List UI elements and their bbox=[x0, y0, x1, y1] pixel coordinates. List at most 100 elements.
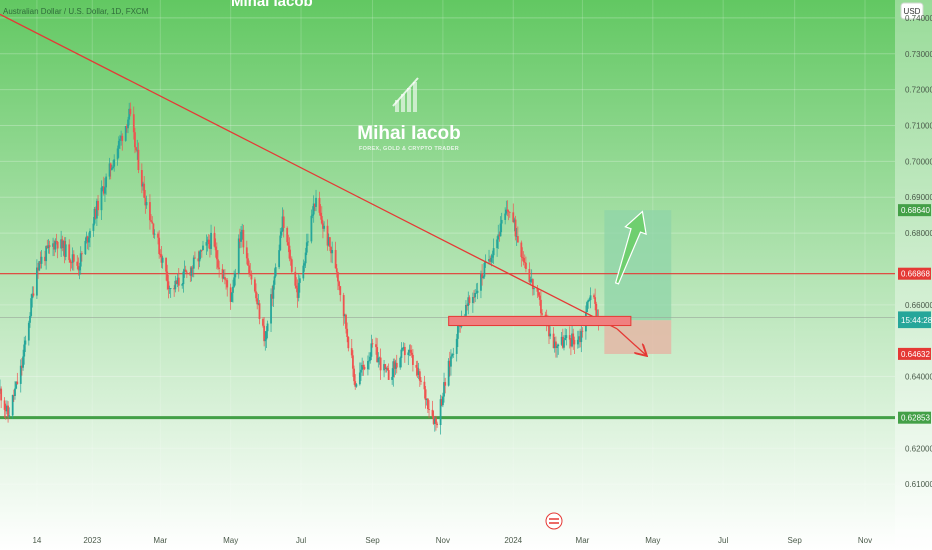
candle-body bbox=[70, 262, 73, 264]
tradingview-logo[interactable] bbox=[545, 512, 563, 530]
x-tick-label: Mar bbox=[576, 536, 590, 545]
candle-body bbox=[24, 340, 27, 345]
candle-body bbox=[100, 187, 103, 211]
candle-body bbox=[200, 250, 203, 251]
candle-body bbox=[505, 209, 508, 214]
time-axis[interactable]: 14 2023 Mar May Jul Sep Nov 2024 Mar May Jul Sep Nov bbox=[32, 536, 872, 545]
candle-body bbox=[29, 315, 31, 323]
price-tag: 0.68640 bbox=[898, 204, 931, 217]
candle-body bbox=[194, 257, 196, 259]
candle-body bbox=[418, 371, 421, 381]
candle-body bbox=[45, 246, 48, 262]
candle-body bbox=[232, 286, 234, 293]
candle-body bbox=[281, 216, 284, 232]
candle-body bbox=[175, 280, 178, 285]
price-tag-box bbox=[898, 204, 931, 217]
candle-body bbox=[38, 261, 41, 271]
candle-body bbox=[530, 279, 533, 280]
candle-body bbox=[529, 279, 532, 282]
y-tick-label: 0.74000 bbox=[905, 14, 932, 23]
candle-body bbox=[121, 135, 124, 141]
candle-body bbox=[561, 336, 564, 348]
candle-body bbox=[226, 280, 229, 288]
y-tick-label: 0.66000 bbox=[905, 301, 932, 310]
candle-body bbox=[387, 370, 390, 380]
candle-body bbox=[53, 243, 56, 250]
candle-body bbox=[271, 294, 274, 299]
candle-body bbox=[39, 261, 42, 264]
candle-body bbox=[392, 361, 395, 377]
candle-body bbox=[451, 354, 454, 357]
candle-body bbox=[237, 238, 240, 274]
candle-body bbox=[109, 163, 112, 170]
candle-body bbox=[512, 212, 515, 223]
currency-button-label: USD bbox=[904, 7, 921, 16]
candle-body bbox=[338, 281, 340, 287]
candle-body bbox=[557, 344, 560, 347]
candle-body bbox=[52, 243, 54, 247]
y-tick-label: 0.62000 bbox=[905, 444, 932, 453]
candle-body bbox=[192, 257, 195, 269]
candle-body bbox=[159, 253, 162, 255]
candle-body bbox=[132, 114, 135, 133]
candle-body bbox=[242, 229, 245, 248]
candle-body bbox=[169, 288, 172, 289]
y-tick-label: 0.64000 bbox=[905, 373, 932, 382]
price-axis[interactable]: 0.74000 0.73000 0.72000 0.71000 0.70000 0.690… bbox=[905, 14, 932, 489]
ghost-watermark-text: Mihai Iacob bbox=[231, 0, 313, 10]
candle-body bbox=[151, 221, 154, 224]
candle-body bbox=[22, 356, 24, 368]
candle-body bbox=[158, 237, 161, 254]
candle-body bbox=[401, 348, 404, 350]
candle-body bbox=[117, 140, 120, 149]
candle-body bbox=[521, 256, 524, 259]
candle-body bbox=[525, 262, 527, 269]
candle-body bbox=[31, 293, 34, 299]
candle-body bbox=[573, 339, 576, 345]
candle-body bbox=[342, 295, 345, 317]
candle-body bbox=[490, 257, 493, 262]
candle-body bbox=[391, 376, 394, 380]
candle-body bbox=[571, 333, 573, 347]
candle-body bbox=[14, 388, 16, 396]
symbol-title: Australian Dollar / U.S. Dollar, 1D, FXC… bbox=[3, 7, 149, 16]
candle-body bbox=[315, 197, 317, 207]
candle-body bbox=[273, 276, 276, 285]
price-tag: 0.66868 bbox=[898, 267, 931, 280]
candle-body bbox=[202, 245, 204, 251]
candle-body bbox=[11, 395, 14, 416]
candle-body bbox=[61, 239, 64, 249]
candle-body bbox=[313, 203, 316, 207]
candle-body bbox=[104, 187, 106, 194]
candle-body bbox=[436, 423, 439, 426]
candle-body bbox=[60, 239, 63, 249]
candle-body bbox=[181, 284, 184, 286]
currency-button[interactable]: USD bbox=[900, 2, 924, 20]
candle-body bbox=[89, 230, 91, 238]
candle-body bbox=[399, 357, 402, 368]
downtrend-line bbox=[0, 13, 618, 330]
candle-body bbox=[538, 295, 541, 300]
candle-body bbox=[320, 216, 323, 224]
candle-body bbox=[408, 349, 411, 353]
candle-body bbox=[40, 256, 43, 264]
candle-body bbox=[318, 197, 321, 213]
candle-body bbox=[474, 292, 477, 298]
candle-body bbox=[278, 250, 281, 268]
candle-body bbox=[93, 208, 96, 224]
candle-body bbox=[423, 381, 426, 390]
candle-body bbox=[119, 138, 121, 141]
x-tick-label: Nov bbox=[436, 536, 450, 545]
candle-body bbox=[144, 197, 147, 206]
candle-body bbox=[489, 259, 492, 262]
candle-body bbox=[435, 418, 437, 424]
candle-body bbox=[84, 240, 87, 255]
candle-body bbox=[513, 219, 516, 223]
candle-body bbox=[386, 368, 389, 371]
candle-body bbox=[377, 357, 380, 363]
candle-body bbox=[250, 274, 253, 280]
candle-body bbox=[593, 295, 595, 298]
candle-body bbox=[233, 277, 236, 287]
candle-body bbox=[307, 241, 309, 243]
